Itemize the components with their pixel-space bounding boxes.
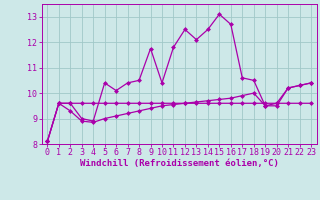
X-axis label: Windchill (Refroidissement éolien,°C): Windchill (Refroidissement éolien,°C)	[80, 159, 279, 168]
